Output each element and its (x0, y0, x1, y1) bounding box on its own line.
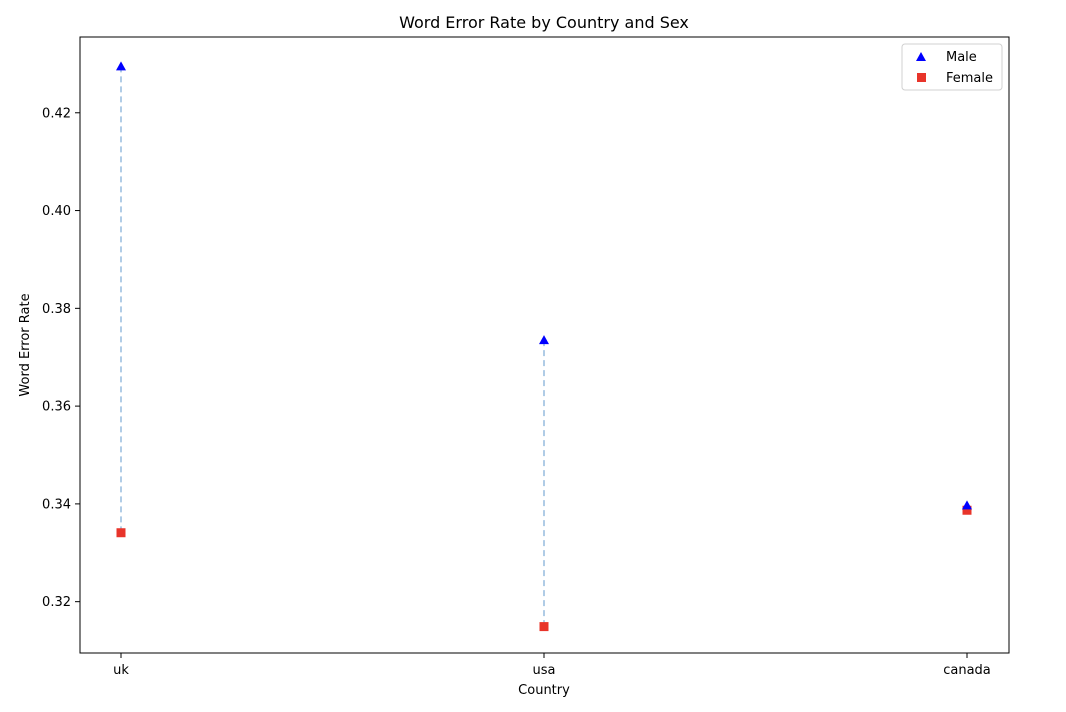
connector-lines (120, 66, 968, 627)
legend-label-male: Male (946, 50, 977, 65)
female-point-usa (539, 622, 549, 632)
male-point-usa (539, 335, 549, 345)
legend-female-marker (917, 73, 926, 82)
male-point-uk (116, 61, 126, 71)
y-tick-label: 0.32 (42, 595, 71, 610)
chart-title: Word Error Rate by Country and Sex (399, 13, 689, 32)
y-tick-label: 0.40 (42, 204, 71, 219)
legend-male-marker (916, 52, 926, 61)
legend-label-female: Female (946, 71, 993, 86)
y-tick-label: 0.38 (42, 302, 71, 317)
legend: Male Female (901, 43, 1003, 91)
x-tick-label: usa (533, 663, 556, 678)
y-axis: 0.32 0.34 0.36 0.38 0.40 0.42 (42, 106, 80, 610)
x-axis-title: Country (518, 683, 570, 698)
y-axis-title: Word Error Rate (18, 293, 33, 396)
female-point-uk (116, 528, 126, 538)
y-tick-label: 0.36 (42, 400, 71, 415)
male-point-canada (962, 500, 972, 510)
x-tick-label: uk (113, 663, 129, 678)
y-tick-label: 0.42 (42, 106, 71, 121)
x-axis: uk usa canada (113, 653, 991, 678)
legend-box (901, 43, 1003, 91)
x-tick-label: canada (943, 663, 991, 678)
y-tick-label: 0.34 (42, 497, 71, 512)
female-point-canada (962, 505, 972, 515)
data-marks (116, 61, 972, 632)
